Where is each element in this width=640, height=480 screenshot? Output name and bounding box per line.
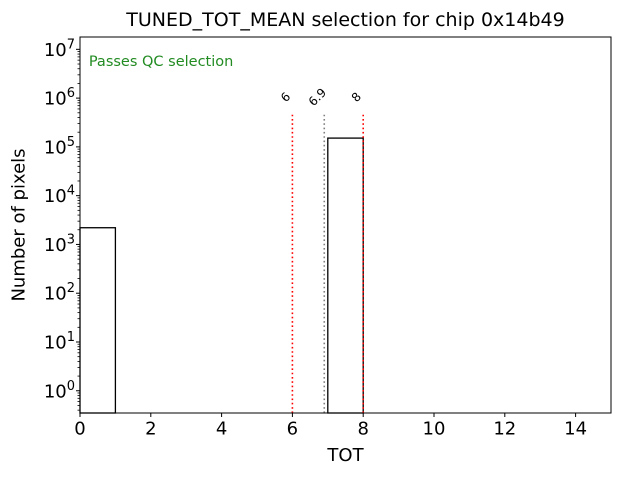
x-tick-label: 10 bbox=[423, 419, 446, 440]
x-tick-label: 6 bbox=[287, 419, 298, 440]
qc-status-text: Passes QC selection bbox=[88, 54, 234, 71]
x-tick-label: 4 bbox=[216, 419, 227, 440]
y-tick-label: 107 bbox=[44, 37, 75, 61]
y-axis-label: Number of pixels bbox=[8, 148, 30, 302]
y-tick-label: 105 bbox=[44, 135, 75, 159]
y-tick-label: 106 bbox=[44, 86, 75, 110]
x-tick-label: 0 bbox=[74, 419, 85, 440]
histogram-bar bbox=[327, 137, 364, 414]
x-axis-label: TOT bbox=[327, 445, 364, 466]
y-tick-label: 100 bbox=[44, 379, 75, 403]
y-tick-label: 102 bbox=[44, 281, 75, 305]
x-tick-label: 8 bbox=[357, 419, 368, 440]
histogram-bar bbox=[79, 227, 117, 414]
x-tick-label: 14 bbox=[564, 419, 587, 440]
y-tick-label: 104 bbox=[44, 184, 75, 208]
axes-border bbox=[79, 36, 612, 414]
chart-title: TUNED_TOT_MEAN selection for chip 0x14b4… bbox=[126, 9, 565, 31]
x-tick-label: 12 bbox=[493, 419, 516, 440]
y-tick-label: 101 bbox=[44, 330, 75, 354]
x-tick-label: 2 bbox=[145, 419, 156, 440]
y-tick-label: 103 bbox=[44, 232, 75, 256]
